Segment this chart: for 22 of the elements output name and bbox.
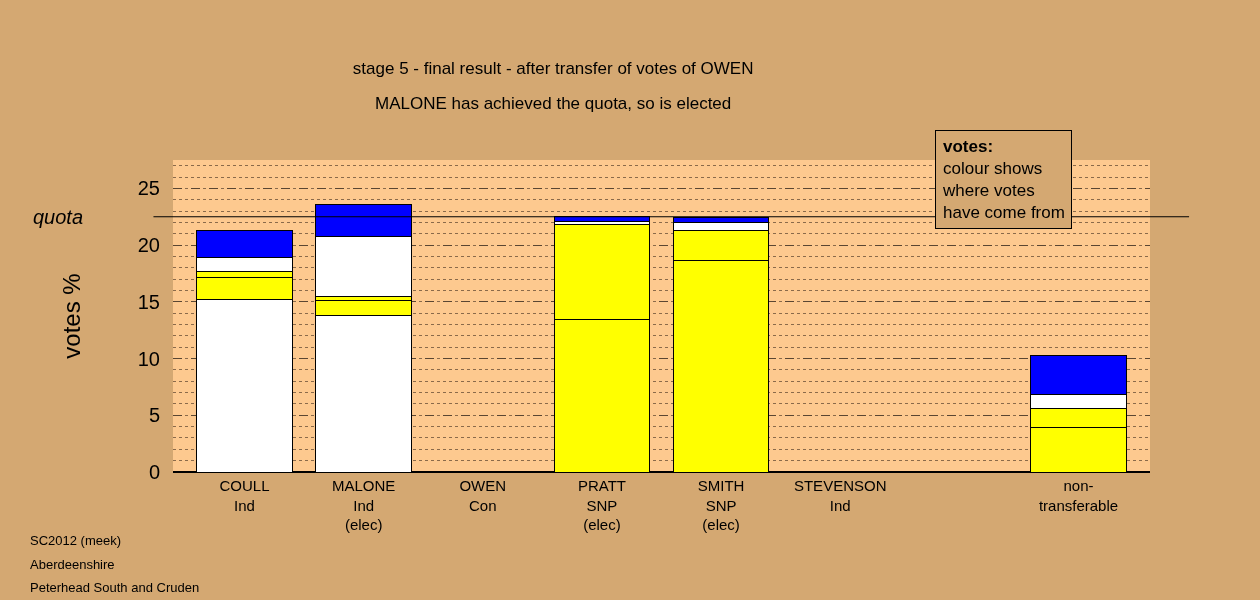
text: SC2012 (meek)	[30, 533, 122, 548]
y-tick-label: 20	[137, 234, 160, 257]
chart-title: stage 5 - final result - after transfer of votes of OWEN	[352, 58, 754, 78]
x-tick-label: COULL Ind	[219, 477, 270, 514]
x-tick-label: MALONE Ind (elec)	[331, 477, 396, 533]
x-tick-label: non- transferable	[1038, 477, 1119, 514]
y-tick-label: 15	[137, 290, 160, 313]
x-tick-label: OWEN Con	[459, 477, 507, 514]
y-tick-label: 10	[137, 347, 160, 370]
text: votes:	[943, 137, 994, 156]
x-tick-label: STEVENSON Ind	[793, 477, 887, 514]
text: Aberdeenshire	[30, 557, 115, 572]
x-tick-label: PRATT SNP (elec)	[577, 477, 626, 533]
y-tick-label: 25	[137, 177, 160, 200]
y-tick-label: 0	[148, 461, 160, 483]
ref-line-label: quota	[33, 206, 84, 228]
text: Peterhead South and Cruden	[30, 580, 200, 595]
chart-subtitle: MALONE has achieved the quota, so is elected	[375, 94, 732, 113]
annotation: colour shows where votes have come from	[942, 159, 1065, 223]
x-tick-label: SMITH SNP (elec)	[697, 477, 745, 533]
y-tick-label: 5	[148, 404, 160, 427]
y-axis-title: votes %	[57, 273, 85, 359]
